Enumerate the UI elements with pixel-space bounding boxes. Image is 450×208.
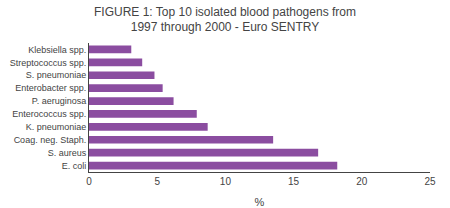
svg-text:%: % <box>255 196 265 208</box>
svg-text:K. pneumoniae: K. pneumoniae <box>26 122 87 132</box>
svg-text:P. aeruginosa: P. aeruginosa <box>32 96 86 106</box>
svg-text:Enterobacter spp.: Enterobacter spp. <box>15 83 86 93</box>
svg-text:20: 20 <box>356 176 368 187</box>
svg-text:Coag. neg. Staph.: Coag. neg. Staph. <box>14 135 87 145</box>
svg-text:Klebsiella spp.: Klebsiella spp. <box>28 45 86 55</box>
svg-text:S. aureus: S. aureus <box>48 148 87 158</box>
svg-text:5: 5 <box>154 176 160 187</box>
svg-text:FIGURE 1: Top 10 isolated bloo: FIGURE 1: Top 10 isolated blood pathogen… <box>94 5 356 35</box>
svg-text:10: 10 <box>220 176 232 187</box>
svg-text:0: 0 <box>86 176 92 187</box>
svg-text:Enterococcus spp.: Enterococcus spp. <box>12 109 86 119</box>
svg-text:Streptococcus spp.: Streptococcus spp. <box>10 58 87 68</box>
svg-text:S. pneumoniae: S. pneumoniae <box>26 70 87 80</box>
svg-text:25: 25 <box>424 176 436 187</box>
svg-text:E. coli: E. coli <box>62 161 87 171</box>
svg-text:15: 15 <box>288 176 300 187</box>
